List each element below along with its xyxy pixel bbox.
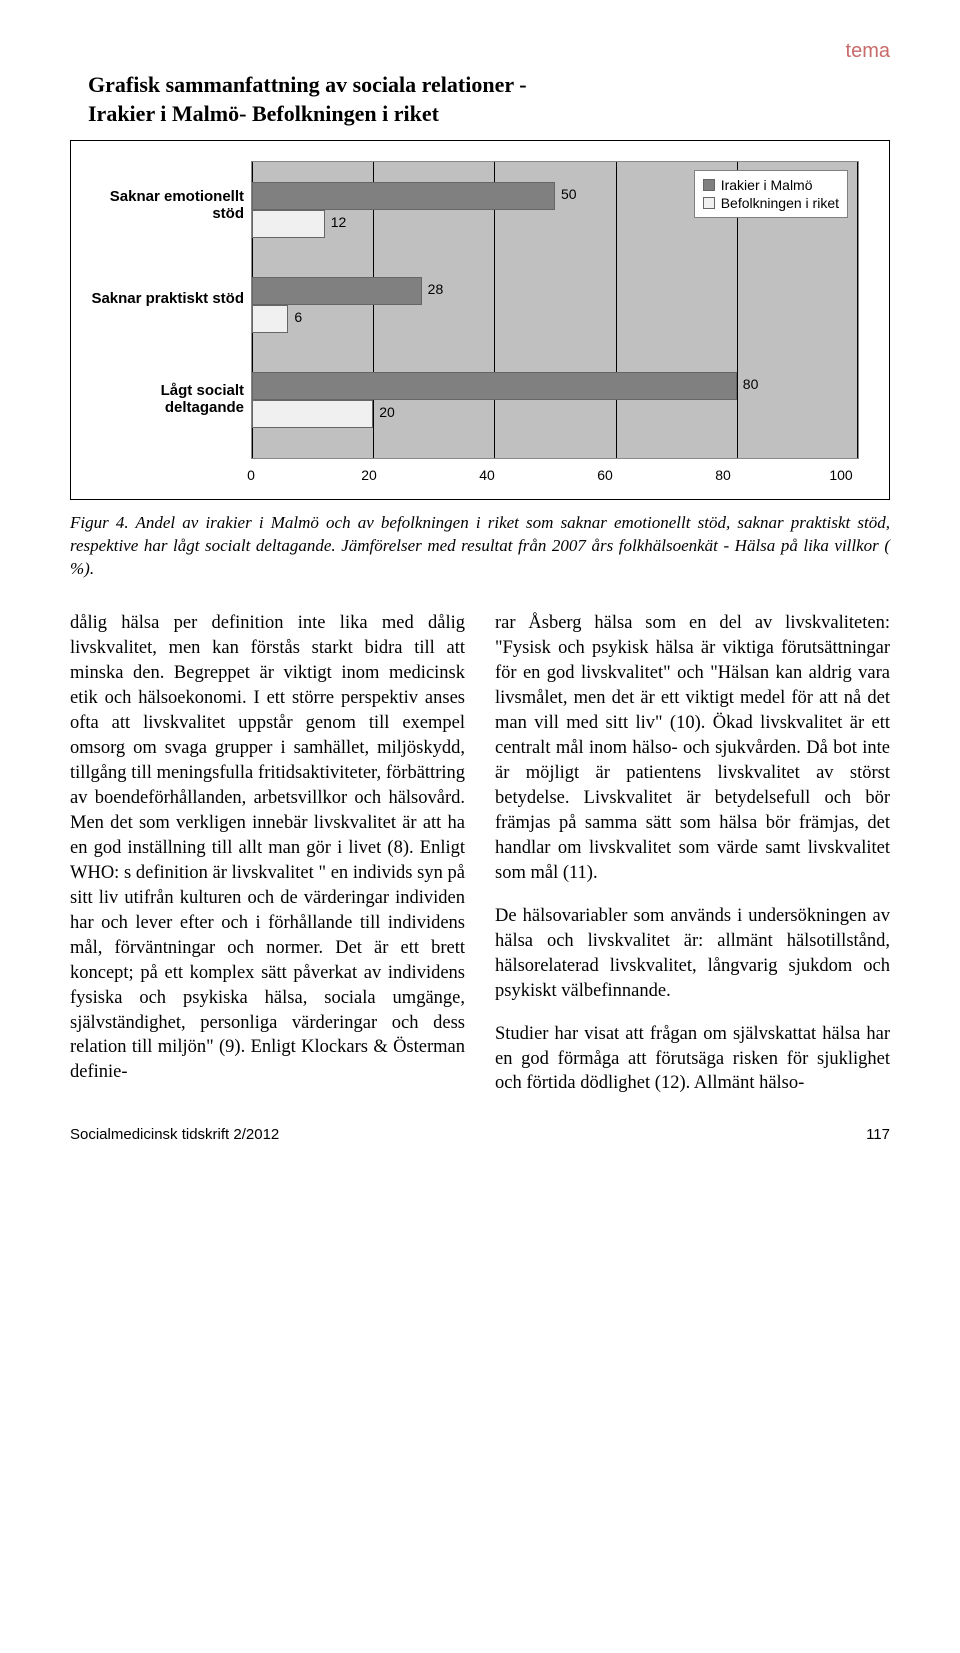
x-label-0: 0 [236,467,266,483]
chart-frame: Saknar emotionellt stöd Saknar praktiskt… [70,140,890,500]
x-label-4: 80 [708,467,738,483]
x-label-2: 40 [472,467,502,483]
bar-cat1-series1 [252,305,288,333]
body-text: dålig hälsa per definition inte lika med… [70,611,890,1100]
y-label-2: Lågt socialt deltagande [89,383,244,416]
gridline-60 [616,162,617,458]
bar-label-cat1-series0: 28 [428,281,444,297]
gridline-100 [857,162,858,458]
legend-row-1: Befolkningen i riket [703,195,839,211]
legend-swatch-0 [703,179,715,191]
legend-label-0: Irakier i Malmö [721,177,813,193]
body-p3: De hälsovariabler som används i undersök… [495,904,890,1004]
legend-label-1: Befolkningen i riket [721,195,839,211]
x-label-5: 100 [826,467,856,483]
bar-cat0-series1 [252,210,325,238]
footer-left: Socialmedicinsk tidskrift 2/2012 [70,1126,279,1143]
footer-right: 117 [866,1126,890,1143]
bar-cat2-series1 [252,400,373,428]
tema-label: tema [846,40,890,62]
body-p4: Studier har visat att frågan om självska… [495,1022,890,1097]
bar-label-cat1-series1: 6 [294,309,302,325]
x-label-1: 20 [354,467,384,483]
chart-plot-area: 50 12 28 6 80 20 Irakier i Malmö Befolkn… [251,161,859,459]
legend-row-0: Irakier i Malmö [703,177,839,193]
legend-swatch-1 [703,197,715,209]
figure-caption: Figur 4. Andel av irakier i Malmö och av… [70,512,890,581]
bar-cat2-series0 [252,372,737,400]
y-label-0: Saknar emotionellt stöd [89,189,244,222]
legend: Irakier i Malmö Befolkningen i riket [694,170,848,218]
bar-cat0-series0 [252,182,555,210]
tema-header: tema [70,40,890,63]
figure-title-line1: Grafisk sammanfattning av sociala relati… [88,72,527,97]
bar-label-cat2-series1: 20 [379,404,395,420]
bar-label-cat0-series0: 50 [561,186,577,202]
figure-title: Grafisk sammanfattning av sociala relati… [70,71,890,128]
bar-label-cat0-series1: 12 [331,214,347,230]
figure-title-line2: Irakier i Malmö- Befolkningen i riket [88,101,439,126]
bar-label-cat2-series0: 80 [743,376,759,392]
bar-cat1-series0 [252,277,422,305]
body-p2: rar Åsberg hälsa som en del av livskvali… [495,611,890,886]
body-p1: dålig hälsa per definition inte lika med… [70,611,465,1085]
y-label-1: Saknar praktiskt stöd [89,291,244,308]
footer: Socialmedicinsk tidskrift 2/2012 117 [70,1126,890,1143]
x-label-3: 60 [590,467,620,483]
